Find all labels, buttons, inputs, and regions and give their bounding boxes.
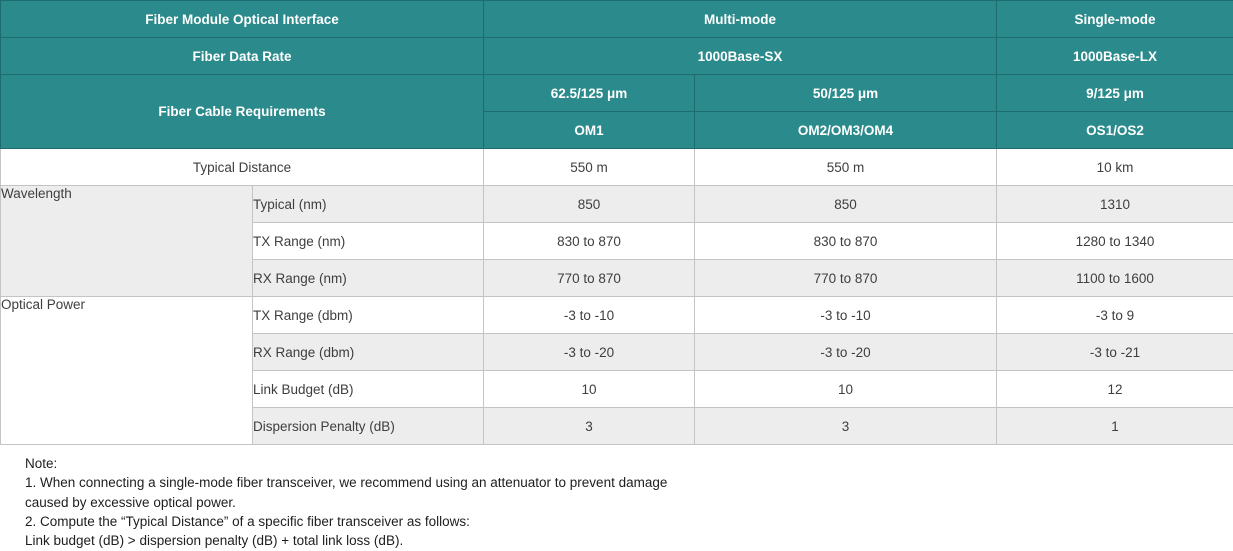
note-title: Note:: [25, 456, 58, 471]
header-cell-size-50: 50/125 μm: [694, 74, 998, 112]
note-line-1: 1. When connecting a single-mode fiber t…: [25, 475, 668, 491]
header-row-cable-type: OM1 OM2/OM3/OM4 OS1/OS2: [1, 111, 1233, 149]
header-cell-om1: OM1: [483, 111, 696, 149]
value-optical-power-tx-om1: -3 to -10: [483, 296, 696, 334]
value-typical-distance-os12: 10 km: [996, 148, 1233, 186]
header-cell-size-62-5: 62.5/125 μm: [483, 74, 696, 112]
row-wavelength-typical: Wavelength Typical (nm) 850 850 1310: [0, 185, 1233, 297]
row-label-optical-power-rx-range: RX Range (dbm): [251, 333, 485, 371]
value-wavelength-typical-om1: 850: [483, 185, 696, 223]
header-cell-1000base-sx: 1000Base-SX: [483, 37, 998, 75]
value-wavelength-typical-os12: 1310: [996, 185, 1233, 223]
value-link-budget-om234: 10: [694, 370, 998, 408]
value-wavelength-tx-os12: 1280 to 1340: [996, 222, 1233, 260]
note-line-1-cont: caused by excessive optical power.: [25, 494, 236, 510]
value-dispersion-penalty-os12: 1: [996, 407, 1233, 445]
header-cell-multi-mode: Multi-mode: [483, 0, 998, 38]
note-section: Note: 1. When connecting a single-mode f…: [0, 445, 1233, 550]
value-link-budget-om1: 10: [483, 370, 696, 408]
value-optical-power-tx-os12: -3 to 9: [996, 296, 1233, 334]
value-wavelength-tx-om1: 830 to 870: [483, 222, 696, 260]
row-link-budget: Link Budget (dB) 10 10 12: [1, 370, 1233, 408]
row-label-dispersion-penalty: Dispersion Penalty (dB): [251, 407, 485, 445]
row-optical-power-tx-range: Optical Power TX Range (dbm) -3 to -10 -…: [0, 296, 1233, 445]
value-wavelength-tx-om234: 830 to 870: [694, 222, 998, 260]
row-optical-power-rx-range: RX Range (dbm) -3 to -20 -3 to -20 -3 to…: [1, 333, 1233, 371]
value-dispersion-penalty-om1: 3: [483, 407, 696, 445]
note-line-2-cont: Link budget (dB) > dispersion penalty (d…: [25, 533, 404, 549]
header-cell-data-rate-label: Fiber Data Rate: [0, 37, 485, 75]
row-typical-distance: Typical Distance 550 m 550 m 10 km: [0, 148, 1233, 186]
header-row-data-rate: Fiber Data Rate 1000Base-SX 1000Base-LX: [0, 37, 1233, 75]
fiber-spec-table: Fiber Module Optical Interface Multi-mod…: [0, 0, 1233, 445]
header-cell-om2-om3-om4: OM2/OM3/OM4: [694, 111, 998, 149]
header-cell-os1-os2: OS1/OS2: [996, 111, 1233, 149]
note-line-2: 2. Compute the “Typical Distance” of a s…: [25, 513, 470, 529]
header-cell-cable-requirements-label: Fiber Cable Requirements: [0, 74, 485, 149]
value-wavelength-rx-om234: 770 to 870: [694, 259, 998, 297]
value-typical-distance-om1: 550 m: [483, 148, 696, 186]
value-wavelength-typical-om234: 850: [694, 185, 998, 223]
value-optical-power-rx-om234: -3 to -20: [694, 333, 998, 371]
group-label-wavelength: Wavelength: [0, 185, 253, 297]
row-wavelength-rx-range: RX Range (nm) 770 to 870 770 to 870 1100…: [1, 259, 1233, 297]
value-link-budget-os12: 12: [996, 370, 1233, 408]
group-label-optical-power: Optical Power: [0, 296, 253, 445]
row-dispersion-penalty: Dispersion Penalty (dB) 3 3 1: [1, 407, 1233, 445]
row-wavelength-tx-range: TX Range (nm) 830 to 870 830 to 870 1280…: [1, 222, 1233, 260]
value-optical-power-rx-om1: -3 to -20: [483, 333, 696, 371]
header-cell-single-mode: Single-mode: [996, 0, 1233, 38]
header-cell-size-9: 9/125 μm: [996, 74, 1233, 112]
header-row-optical-interface: Fiber Module Optical Interface Multi-mod…: [0, 0, 1233, 38]
value-optical-power-rx-os12: -3 to -21: [996, 333, 1233, 371]
header-cell-optical-interface-label: Fiber Module Optical Interface: [0, 0, 485, 38]
row-label-wavelength-typical: Typical (nm): [251, 185, 485, 223]
row-label-wavelength-rx-range: RX Range (nm): [251, 259, 485, 297]
value-typical-distance-om234: 550 m: [694, 148, 998, 186]
row-label-link-budget: Link Budget (dB): [251, 370, 485, 408]
row-label-typical-distance: Typical Distance: [0, 148, 485, 186]
value-wavelength-rx-om1: 770 to 870: [483, 259, 696, 297]
row-label-wavelength-tx-range: TX Range (nm): [251, 222, 485, 260]
header-row-cable-size: Fiber Cable Requirements 62.5/125 μm 50/…: [0, 74, 1233, 149]
header-cell-1000base-lx: 1000Base-LX: [996, 37, 1233, 75]
value-wavelength-rx-os12: 1100 to 1600: [996, 259, 1233, 297]
value-optical-power-tx-om234: -3 to -10: [694, 296, 998, 334]
row-label-optical-power-tx-range: TX Range (dbm): [251, 296, 485, 334]
value-dispersion-penalty-om234: 3: [694, 407, 998, 445]
